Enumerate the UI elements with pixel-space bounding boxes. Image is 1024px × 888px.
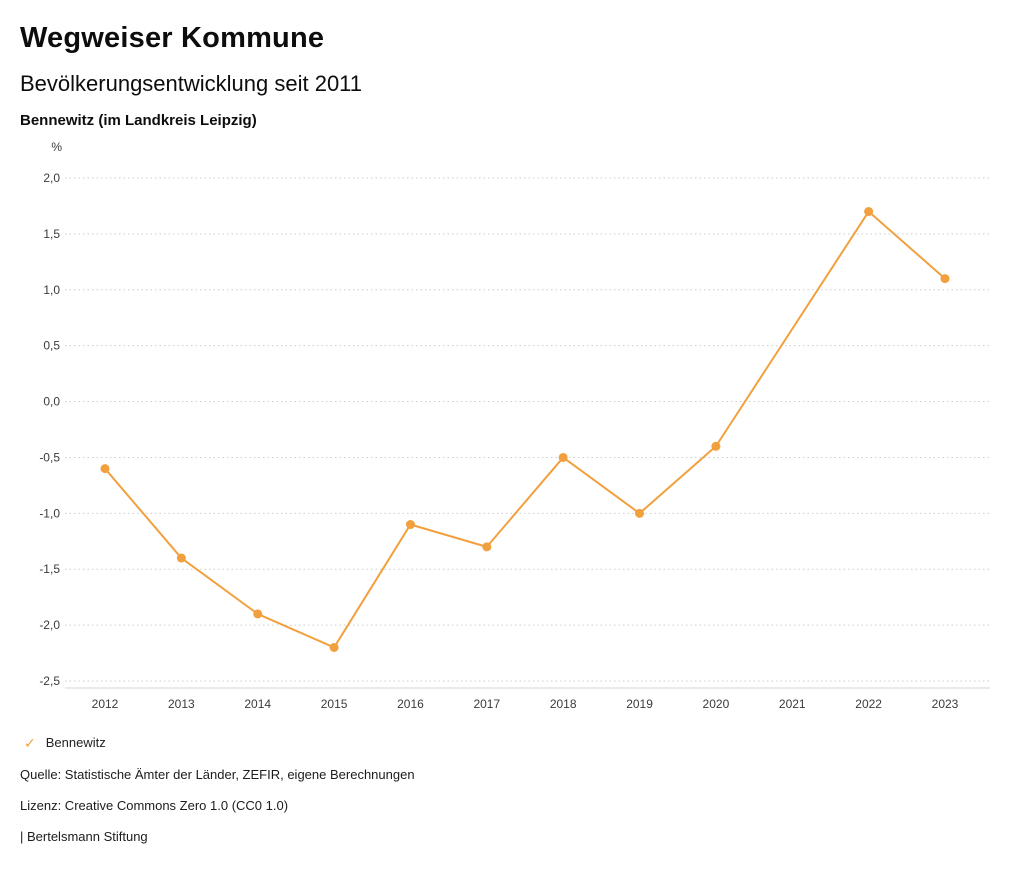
page: Wegweiser Kommune Bevölkerungsentwicklun…: [20, 22, 1004, 843]
x-tick-label: 2020: [703, 697, 730, 711]
legend-item-bennewitz[interactable]: Bennewitz: [45, 735, 106, 750]
page-title: Wegweiser Kommune: [20, 22, 325, 54]
data-point: [635, 508, 645, 518]
y-tick-label: 2,0: [43, 171, 60, 185]
data-point: [405, 520, 415, 530]
data-point: [253, 609, 263, 619]
data-point: [940, 274, 950, 284]
data-point: [864, 207, 874, 217]
data-point: [329, 642, 339, 652]
legend: ✓ Bennewitz: [24, 735, 1004, 750]
y-tick-label: -2,0: [39, 618, 60, 632]
legend-check-icon: ✓: [24, 734, 36, 751]
population-line-chart: % 2,0 1,5 1,0 0,5 0,0 -0,5 -1,0 -1,5 -2,0 -2,5 2012…: [39, 140, 990, 711]
y-tick-label: 1,0: [43, 283, 60, 297]
data-point: [482, 542, 492, 552]
x-tick-label: 2013: [168, 697, 195, 711]
y-tick-label: -0,5: [39, 450, 60, 464]
x-tick-label: 2014: [244, 697, 271, 711]
x-tick-label: 2017: [473, 697, 500, 711]
y-tick-label: 0,0: [43, 395, 60, 409]
data-point: [100, 464, 110, 474]
y-tick-label: -1,5: [39, 562, 60, 576]
x-tick-label: 2016: [397, 697, 424, 711]
y-tick-label: -1,0: [39, 506, 60, 520]
y-tick-label: 0,5: [43, 339, 60, 353]
series-line: [104, 210, 946, 649]
x-tick-label: 2021: [779, 697, 806, 711]
x-tick-label: 2022: [855, 697, 882, 711]
chart-area: % 2,0 1,5 1,0 0,5 0,0 -0,5 -1,0 -1,5 -2,0 -2,5 2012…: [20, 133, 1004, 723]
y-tick-label: -2,5: [39, 674, 60, 688]
license-text: Lizenz: Creative Commons Zero 1.0 (CC0 1…: [20, 798, 289, 813]
source-text: Quelle: Statistische Ämter der Länder, Z…: [20, 767, 415, 782]
x-tick-label: 2023: [932, 697, 959, 711]
chart-subtitle-location: Bennewitz (im Landkreis Leipzig): [20, 112, 257, 129]
data-point: [176, 553, 186, 563]
x-tick-label: 2019: [626, 697, 653, 711]
y-tick-label: 1,5: [43, 227, 60, 241]
x-tick-label: 2012: [92, 697, 119, 711]
x-tick-label: 2015: [321, 697, 348, 711]
chart-title: Bevölkerungsentwicklung seit 2011: [20, 71, 363, 96]
footer: Quelle: Statistische Ämter der Länder, Z…: [20, 768, 1004, 843]
y-axis-unit-label: %: [51, 140, 62, 154]
data-point: [711, 441, 721, 451]
x-tick-label: 2018: [550, 697, 577, 711]
data-point: [558, 452, 568, 462]
attribution-text: | Bertelsmann Stiftung: [20, 829, 148, 844]
